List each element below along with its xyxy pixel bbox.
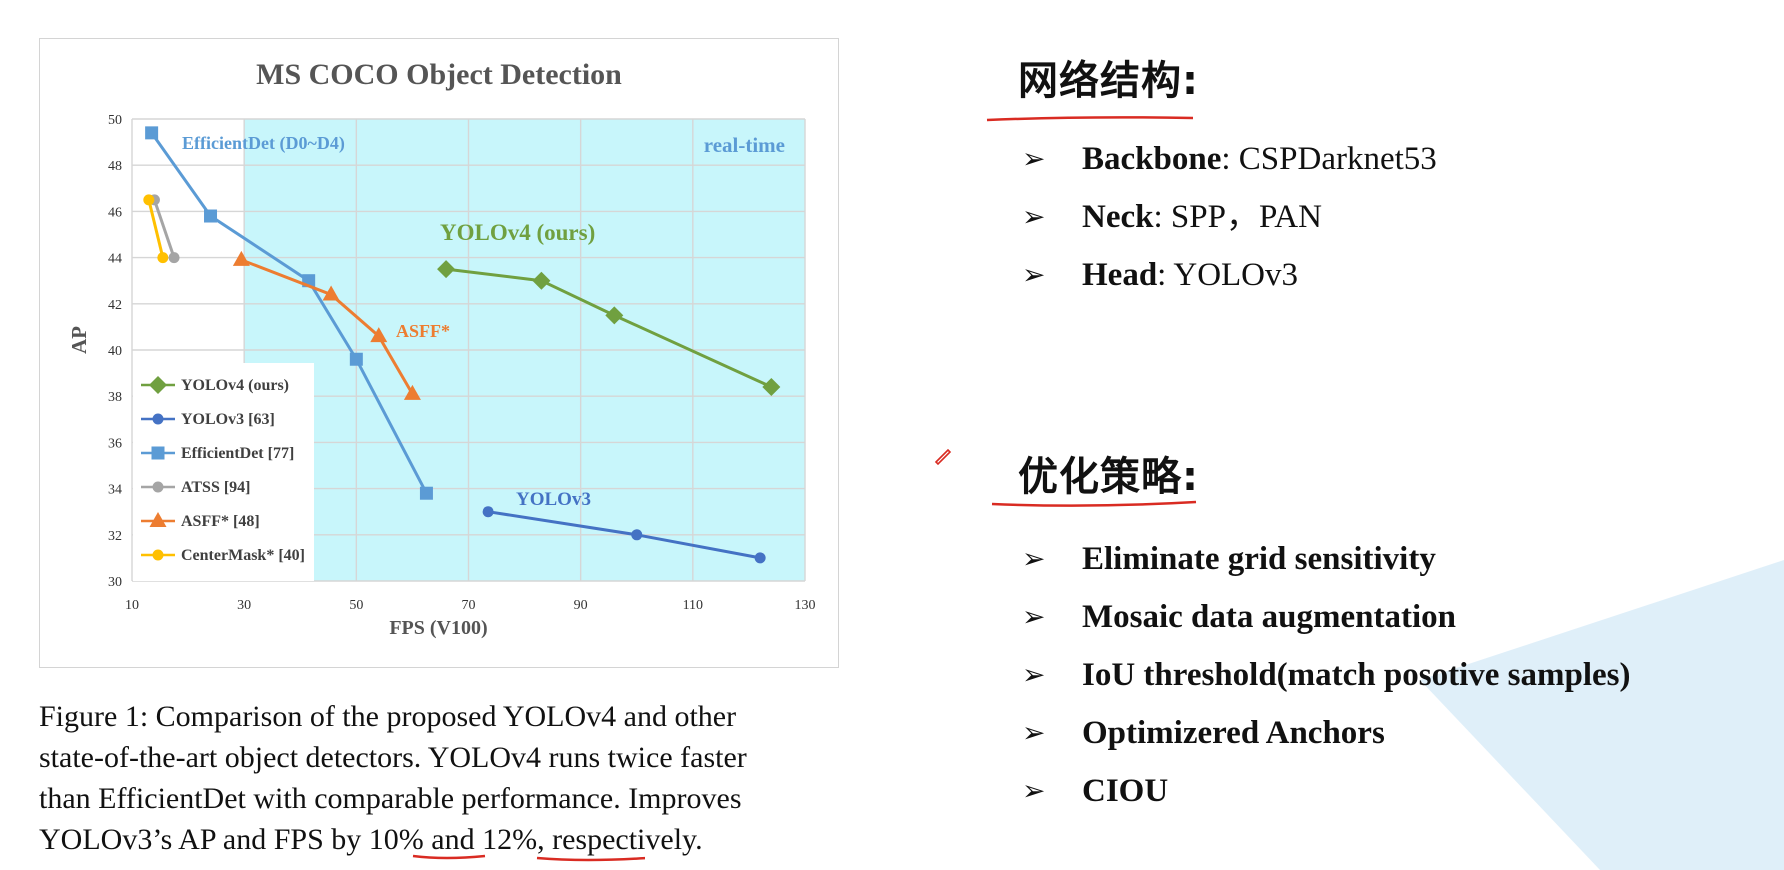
data-point <box>322 285 340 301</box>
y-tick-label: 34 <box>108 483 122 498</box>
data-point <box>605 306 624 325</box>
legend-box <box>133 363 314 581</box>
realtime-label: real-time <box>704 133 785 157</box>
data-point <box>762 377 781 396</box>
series-line <box>153 199 176 259</box>
arrow-bullet-icon: ➢ <box>1022 600 1046 633</box>
series-line <box>445 267 772 389</box>
series-annotation: EfficientDet (D0~D4) <box>182 133 345 154</box>
ms-coco-chart: 10 30 50 70 90 110 1303032343638404244464850MS… <box>67 58 816 639</box>
arrow-bullet-icon: ➢ <box>1022 774 1046 807</box>
item-term: IoU threshold(match posotive samples) <box>1082 657 1631 693</box>
legend-label: CenterMask* [40] <box>181 547 305 564</box>
caption-fps-percent: 12% <box>482 823 538 856</box>
data-point <box>631 529 643 541</box>
x-tick-label: 10 <box>125 598 139 613</box>
section-heading-network-structure: 网络结构: <box>1018 58 1199 104</box>
y-tick-label: 32 <box>108 529 122 544</box>
y-tick-label: 40 <box>108 344 122 359</box>
y-tick-label: 46 <box>108 205 122 220</box>
caption-text: and <box>423 823 483 856</box>
caption-ap-percent: 10% <box>368 823 424 856</box>
x-tick-label: 90 <box>574 598 588 613</box>
data-point <box>157 252 169 264</box>
x-axis-label: FPS (V100) <box>389 617 487 639</box>
data-point <box>232 250 250 266</box>
series-line <box>240 258 414 395</box>
y-axis-label: AP <box>67 326 91 354</box>
y-tick-label: 48 <box>108 159 122 174</box>
arrow-bullet-icon: ➢ <box>1022 716 1046 749</box>
x-tick-label: 130 <box>795 598 816 613</box>
legend-swatch-marker <box>152 549 164 561</box>
arrow-bullet-icon: ➢ <box>1022 200 1046 233</box>
caption-line-1: Figure 1: Comparison of the proposed YOL… <box>39 700 737 733</box>
data-point <box>419 486 433 500</box>
section-heading-optimization-strategies: 优化策略: <box>1018 454 1199 500</box>
data-point <box>754 552 766 564</box>
item-term: Optimizered Anchors <box>1082 715 1385 751</box>
legend-swatch-marker <box>151 446 165 460</box>
item-value: : YOLOv3 <box>1157 257 1299 293</box>
y-tick-label: 30 <box>108 575 122 590</box>
item-value: : CSPDarknet53 <box>1221 141 1437 177</box>
series-annotation: YOLOv4 (ours) <box>440 220 595 245</box>
data-point <box>143 194 155 206</box>
chart-title: MS COCO Object Detection <box>256 58 622 91</box>
arrow-bullet-icon: ➢ <box>1022 658 1046 691</box>
legend-label: ATSS [94] <box>181 479 251 496</box>
data-point <box>145 126 159 140</box>
red-underline-heading-2 <box>991 500 1197 507</box>
y-tick-label: 42 <box>108 298 122 313</box>
item-term: Backbone <box>1082 141 1222 177</box>
caption-line-4: YOLOv3’s AP and FPS by 10% and 12%, resp… <box>39 819 839 860</box>
item-term: CIOU <box>1082 773 1169 809</box>
data-point <box>168 252 180 264</box>
legend-swatch-marker <box>152 481 164 493</box>
legend-swatch-marker <box>149 512 167 527</box>
x-tick-label: 110 <box>683 598 703 613</box>
legend-label: EfficientDet [77] <box>181 445 294 462</box>
pen-cursor-icon <box>934 448 952 466</box>
caption-line-2: state-of-the-art object detectors. YOLOv… <box>39 741 747 774</box>
legend-label: YOLOv3 [63] <box>181 411 275 428</box>
item-term: Mosaic data augmentation <box>1082 599 1456 635</box>
data-point <box>370 327 388 343</box>
arrow-bullet-icon: ➢ <box>1022 258 1046 291</box>
y-tick-label: 44 <box>108 252 122 267</box>
data-point <box>482 506 494 518</box>
item-value: : SPP，PAN <box>1153 199 1322 235</box>
legend-label: ASFF* [48] <box>181 513 260 530</box>
item-term: Head <box>1082 257 1158 293</box>
arrow-bullet-icon: ➢ <box>1022 142 1046 175</box>
series-annotation: YOLOv3 <box>516 489 591 510</box>
caption-text: , respectively. <box>537 823 703 856</box>
red-underline-annotations <box>412 854 645 862</box>
x-tick-label: 30 <box>237 598 251 613</box>
data-point <box>437 260 456 279</box>
item-term: Eliminate grid sensitivity <box>1082 541 1436 577</box>
data-point <box>204 209 218 223</box>
x-tick-label: 70 <box>462 598 476 613</box>
series-annotation: ASFF* <box>396 321 450 341</box>
caption-line-3: than EfficientDet with comparable perfor… <box>39 782 742 815</box>
caption-text: YOLOv3’s AP and FPS by <box>39 823 369 856</box>
legend-swatch-marker <box>152 413 164 425</box>
x-tick-label: 50 <box>349 598 363 613</box>
series-line <box>147 199 165 258</box>
item-term: Neck <box>1082 199 1154 235</box>
data-point <box>532 271 551 290</box>
arrow-bullet-icon: ➢ <box>1022 542 1046 575</box>
red-underline-heading-1 <box>986 116 1194 122</box>
y-tick-label: 38 <box>108 390 122 405</box>
legend-label: YOLOv4 (ours) <box>181 377 289 394</box>
legend-swatch-marker <box>149 376 167 394</box>
y-tick-label: 50 <box>108 113 122 128</box>
data-point <box>349 352 363 366</box>
figure-caption: Figure 1: Comparison of the proposed YOL… <box>39 696 839 860</box>
data-point <box>403 384 421 400</box>
y-tick-label: 36 <box>108 436 122 451</box>
